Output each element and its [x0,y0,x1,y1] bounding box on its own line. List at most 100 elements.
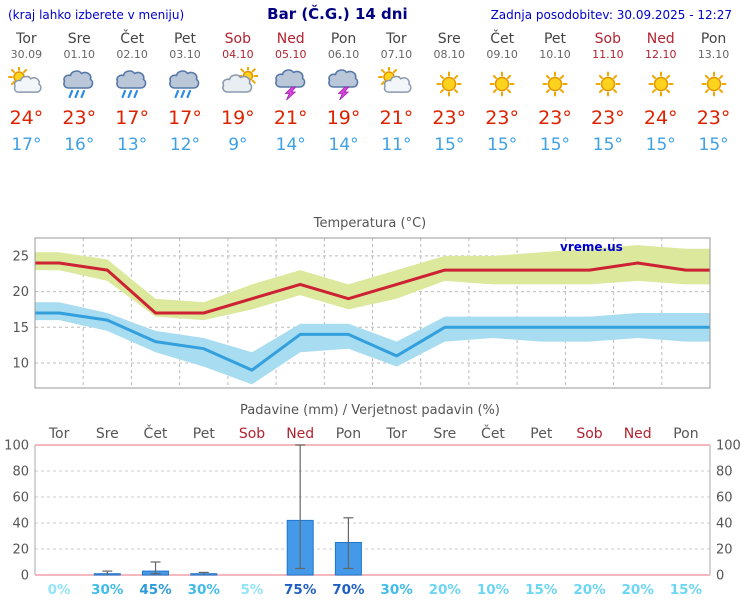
temp-min: 15° [487,135,518,155]
precip-y-tick-left: 80 [12,465,29,480]
day-name: Pet [543,31,567,47]
precip-probability: 30% [380,582,413,598]
precip-y-tick-right: 40 [716,517,733,532]
temp-max: 23° [538,107,572,129]
weather-icon-storm [317,66,370,102]
sun-cloud-icon [8,67,43,93]
precip-day-label: Sob [239,426,265,442]
day-date: 11.10 [592,48,624,61]
storm-icon [274,69,306,101]
day-name: Pon [700,31,727,47]
day-column: Tor 07.10 21° 11° [370,30,423,156]
temp-max: 24° [9,107,44,129]
weather-icon-sun-cloud [370,66,423,102]
temp-max: 24° [643,107,678,129]
weather-icon-sun-cloud [0,66,53,102]
temp-max: 23° [485,107,519,129]
precip-day-label: Ned [624,426,652,442]
forecast-day-strip: Tor 30.09 24° 17° Sre 01.10 23° 16° Čet 02.10 17° 1… [0,30,740,156]
day-date: 09.10 [486,48,518,61]
day-column: Pet 10.10 23° 15° [529,30,582,156]
day-column: Sob 04.10 19° 9° [211,30,264,156]
precip-y-tick-left: 60 [12,491,29,506]
temp-min: 14° [328,135,359,155]
temp-max: 23° [432,107,467,129]
precip-day-label: Pon [336,426,361,442]
weather-icon-storm [264,66,317,102]
temp-max: 23° [62,107,97,129]
day-column: Pon 06.10 19° 14° [317,30,370,156]
sunny-icon [595,71,621,97]
page-title: Bar (Č.G.) 14 dni [267,5,408,23]
sun-cloud-icon [378,67,413,93]
day-name: Čet [490,31,515,47]
day-date: 06.10 [327,48,360,61]
weather-icon-sunny [476,66,529,102]
location-hint: (kraj lahko izberete v meniju) [8,8,185,22]
temp-min: 15° [539,135,571,155]
precip-probability: 10% [477,582,510,598]
precip-day-label: Sre [96,426,119,442]
precip-probability: 75% [284,582,317,598]
weather-icon-sunny [687,66,740,102]
day-name: Sre [437,31,461,47]
last-updated: Zadnja posodobitev: 30.09.2025 - 12:27 [490,8,732,22]
temp-min: 13° [117,135,148,155]
header: (kraj lahko izberete v meniju) Bar (Č.G.… [8,5,732,23]
precip-probability: 20% [573,582,606,598]
precip-day-label: Pet [530,426,553,442]
tmax-line [35,261,710,315]
day-date: 05.10 [274,48,307,61]
precipitation-chart: Tor Sre Čet Pet Sob Ned Pon Tor Sre Čet Pet Sob Ned P… [4,424,740,598]
day-name: Ned [646,31,675,47]
precip-probability: 45% [139,582,172,598]
day-name: Sob [224,31,252,47]
temp-max: 17° [115,107,149,129]
day-date: 01.10 [63,48,96,61]
sunny-icon [648,71,674,97]
temp-max: 23° [696,107,731,129]
day-name: Pon [330,31,357,47]
precip-probability: 30% [188,582,221,598]
precip-day-label: Tor [385,426,407,442]
temp-min: 16° [64,135,95,155]
day-column: Pon 13.10 23° 15° [687,30,740,156]
temp-chart-title: Temperatura (°C) [313,216,427,231]
weather-icon-sunny [634,66,687,102]
temp-y-tick-label: 20 [12,285,29,300]
storm-icon [327,69,358,101]
day-column: Ned 05.10 21° 14° [264,30,317,156]
precip-probability: 20% [622,582,655,598]
sunny-icon [436,71,462,97]
precip-probability: 15% [525,582,558,598]
precip-y-tick-right: 80 [716,465,733,480]
tmin-line [35,311,710,372]
temp-min: 15° [645,135,676,155]
temp-min: 9° [228,135,248,155]
cloud-sun-icon [221,67,258,93]
day-column: Čet 02.10 17° 13° [106,30,159,156]
sunny-icon [489,71,515,97]
precip-y-tick-left: 100 [4,439,29,454]
watermark-link[interactable]: vreme.us [560,240,623,254]
temperature-chart: 10 15 20 25 vreme.us [12,237,711,389]
day-column: Tor 30.09 24° 17° [0,30,53,156]
sunny-icon [701,71,727,97]
day-column: Ned 12.10 24° 15° [634,30,687,156]
day-date: 07.10 [380,48,413,61]
precip-day-label: Čet [481,424,505,442]
weather-icon-sunny [423,66,476,102]
rain-icon [116,70,147,99]
temp-y-tick-label: 10 [12,357,29,372]
precip-probability: 30% [91,582,124,598]
weather-icon-rain [106,66,159,102]
precip-y-tick-left: 20 [12,543,29,558]
day-name: Sre [67,31,91,47]
precip-y-tick-right: 20 [716,543,733,558]
day-column: Pet 03.10 17° 12° [159,30,212,156]
day-date: 12.10 [644,48,677,61]
day-name: Ned [276,31,305,47]
day-column: Sre 01.10 23° 16° [53,30,106,156]
tmax-band [35,245,710,321]
precip-probability: 20% [429,582,462,598]
